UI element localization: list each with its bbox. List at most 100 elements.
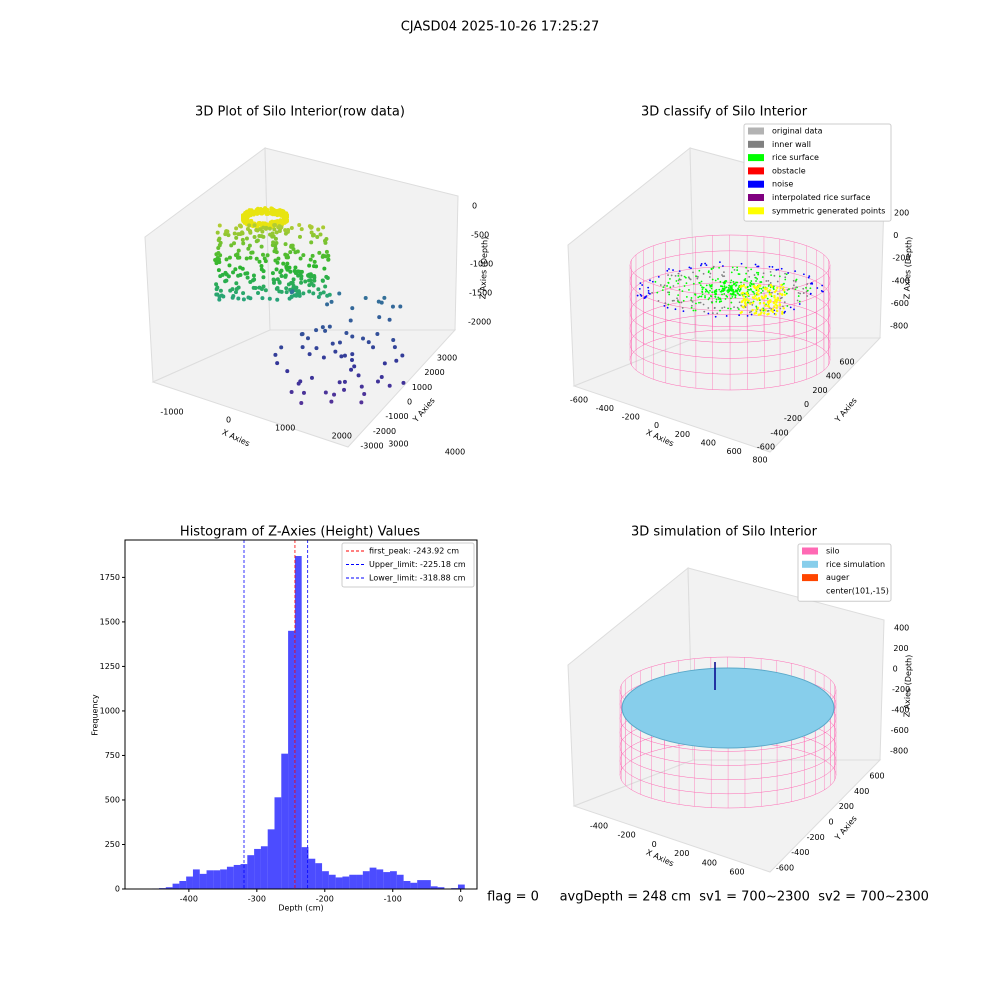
point-cloud	[275, 285, 280, 290]
point-cloud	[312, 278, 317, 283]
point-cloud	[745, 266, 748, 269]
y-tick-label: 400	[826, 372, 841, 381]
point-cloud	[713, 307, 716, 309]
point-cloud	[677, 282, 679, 285]
point-cloud	[756, 298, 759, 302]
point-cloud	[754, 263, 757, 266]
legend-label: silo	[826, 547, 840, 556]
x-tick-label: 0	[226, 416, 231, 425]
point-cloud	[359, 400, 364, 405]
point-cloud	[704, 290, 707, 293]
x-tick-label: -400	[590, 822, 608, 831]
point-cloud	[321, 290, 326, 295]
point-cloud	[329, 299, 334, 304]
point-cloud	[241, 216, 246, 221]
y-tick-label: 1500	[100, 617, 120, 626]
point-cloud	[259, 234, 264, 239]
point-cloud	[785, 273, 788, 276]
point-cloud	[214, 287, 219, 292]
point-cloud	[723, 285, 726, 288]
x-tick-label: 200	[674, 849, 689, 858]
point-cloud	[701, 290, 704, 293]
point-cloud	[754, 294, 757, 298]
bar	[301, 847, 309, 889]
point-cloud	[281, 209, 286, 214]
point-cloud	[746, 301, 749, 304]
point-cloud	[727, 307, 729, 310]
point-cloud	[314, 328, 319, 333]
point-cloud	[663, 304, 666, 307]
point-cloud	[274, 230, 279, 235]
point-cloud	[715, 298, 718, 301]
point-cloud	[750, 268, 753, 271]
point-cloud	[756, 278, 759, 280]
point-cloud	[728, 290, 730, 293]
bar	[308, 858, 316, 889]
point-cloud	[718, 301, 721, 303]
legend-label: noise	[772, 180, 793, 189]
x-tick-label: 200	[675, 430, 690, 439]
point-cloud	[778, 299, 782, 302]
point-cloud	[666, 285, 668, 287]
point-cloud	[753, 274, 756, 276]
point-cloud	[767, 302, 770, 305]
point-cloud	[756, 271, 758, 274]
x-tick-label: -200	[316, 895, 334, 904]
point-cloud	[311, 283, 316, 288]
point-cloud	[695, 275, 697, 277]
point-cloud	[267, 296, 272, 301]
bar	[383, 872, 391, 889]
point-cloud	[647, 292, 650, 294]
point-cloud	[325, 302, 330, 307]
point-cloud	[307, 263, 312, 268]
point-cloud	[667, 291, 669, 294]
point-cloud	[805, 286, 807, 289]
point-cloud	[295, 249, 300, 254]
y-tick-label: 500	[105, 795, 120, 804]
point-cloud	[240, 230, 245, 235]
pane	[572, 759, 882, 873]
point-cloud	[275, 219, 280, 224]
point-cloud	[339, 354, 344, 359]
point-cloud	[707, 298, 710, 301]
point-cloud	[694, 293, 697, 296]
point-cloud	[279, 225, 284, 230]
point-cloud	[394, 358, 399, 363]
point-cloud	[757, 296, 761, 300]
point-cloud	[387, 383, 392, 388]
point-cloud	[400, 353, 405, 358]
point-cloud	[702, 272, 705, 275]
point-cloud	[736, 306, 739, 309]
point-cloud	[692, 271, 694, 274]
z-axis-label: Z Axies (Depth)	[902, 655, 913, 718]
bar	[213, 870, 221, 889]
point-cloud	[223, 270, 228, 275]
point-cloud	[723, 292, 726, 295]
z-tick-label: -200	[892, 685, 910, 694]
point-cloud	[780, 267, 783, 270]
point-cloud	[750, 280, 753, 282]
point-cloud	[810, 282, 812, 285]
point-cloud	[273, 258, 278, 263]
legend-swatch	[748, 167, 764, 175]
point-cloud	[729, 281, 732, 284]
point-cloud	[224, 257, 229, 262]
point-cloud	[662, 286, 665, 288]
suptitle: CJASD04 2025-10-26 17:25:27	[401, 20, 600, 35]
point-cloud	[698, 295, 701, 298]
point-cloud	[226, 233, 231, 238]
point-cloud	[754, 311, 758, 315]
point-cloud	[682, 310, 685, 313]
point-cloud	[307, 278, 312, 283]
point-cloud	[767, 279, 770, 282]
point-cloud	[748, 275, 751, 278]
bar	[390, 871, 397, 889]
point-cloud	[277, 229, 282, 234]
point-cloud	[708, 297, 711, 299]
rice-surface	[621, 667, 835, 749]
point-cloud	[792, 284, 795, 287]
legend-label: center(101,-15)	[826, 586, 889, 595]
point-cloud	[730, 297, 732, 300]
point-cloud	[392, 345, 397, 350]
point-cloud	[768, 289, 772, 292]
